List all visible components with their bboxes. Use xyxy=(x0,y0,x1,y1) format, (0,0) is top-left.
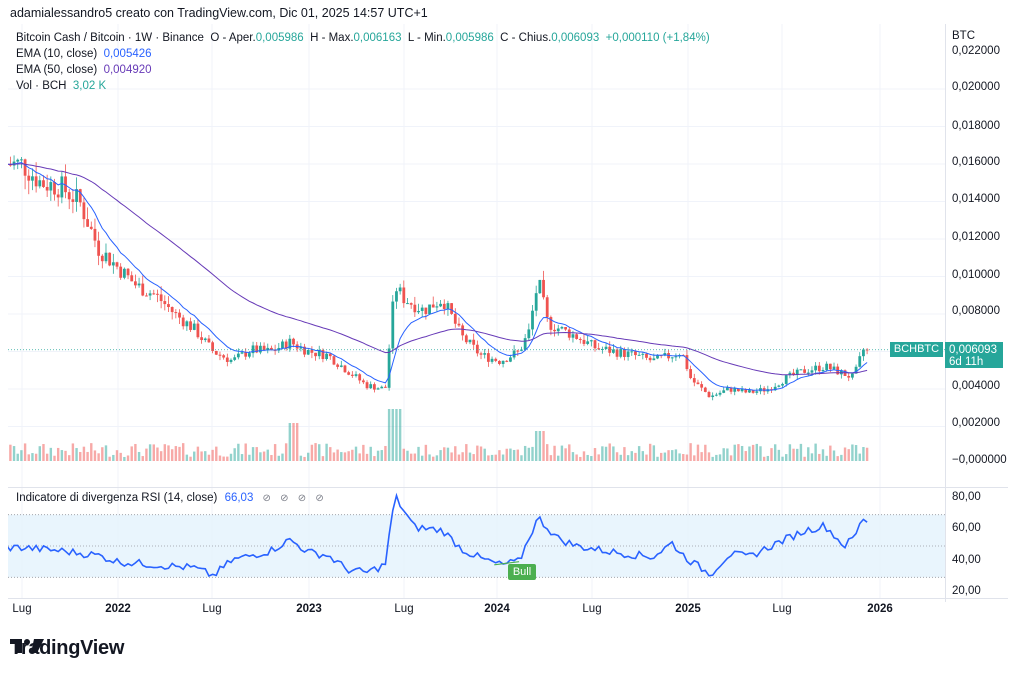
pane-divider[interactable] xyxy=(8,487,1008,488)
open-value: 0,005986 xyxy=(255,32,304,44)
chart-canvas[interactable] xyxy=(8,24,945,602)
price-axis-label: 0,018000 xyxy=(952,120,1000,132)
high-label: H - Max. xyxy=(310,32,354,44)
time-axis-label: Lug xyxy=(394,603,414,615)
price-axis-label: 0,004000 xyxy=(952,380,1000,392)
price-axis-label: 0,014000 xyxy=(952,193,1000,205)
low-value: 0,005986 xyxy=(445,32,494,44)
high-value: 0,006163 xyxy=(353,32,402,44)
open-label: O - Aper. xyxy=(210,32,256,44)
price-axis-label: −0,000000 xyxy=(952,454,1007,466)
low-label: L - Min. xyxy=(407,32,446,44)
time-axis-label: Lug xyxy=(202,603,222,615)
ema50-value: 0,004920 xyxy=(103,64,152,76)
rsi-label: Indicatore di divergenza RSI (14, close) xyxy=(16,492,218,504)
change-value: +0,000110 (+1,84%) xyxy=(605,32,710,44)
rsi-axis-label: 80,00 xyxy=(952,491,981,503)
price-axis-label: 0,002000 xyxy=(952,417,1000,429)
symbol-tag: BCHBTC xyxy=(890,342,943,357)
close-label: C - Chius. xyxy=(500,32,552,44)
bar-countdown: 6d 11h xyxy=(949,356,984,368)
ema50-row[interactable]: EMA (50, close) 0,004920 xyxy=(16,62,710,78)
time-axis-label: 2025 xyxy=(675,603,701,615)
ema10-row[interactable]: EMA (10, close) 0,005426 xyxy=(16,46,710,62)
tradingview-logo[interactable]: TradingView xyxy=(10,637,124,660)
rsi-na-icon: ⊘ xyxy=(262,493,271,504)
price-axis-label: 0,008000 xyxy=(952,305,1000,317)
ema10-value: 0,005426 xyxy=(103,48,152,60)
price-axis-label: 0,016000 xyxy=(952,156,1000,168)
price-chart[interactable] xyxy=(8,24,945,602)
price-axis-label: 0,020000 xyxy=(952,81,1000,93)
price-axis-label: 0,010000 xyxy=(952,269,1000,281)
tradingview-logo-icon xyxy=(10,639,44,653)
price-axis-unit[interactable]: BTC xyxy=(952,30,975,42)
main-legend: Bitcoin Cash / Bitcoin · 1W · Binance O … xyxy=(16,30,710,94)
ema10-label: EMA (10, close) xyxy=(16,48,98,60)
rsi-na-icon: ⊘ xyxy=(280,493,289,504)
symbol-title[interactable]: Bitcoin Cash / Bitcoin · 1W · Binance xyxy=(16,32,204,44)
volume-label: Vol · BCH xyxy=(16,80,67,92)
rsi-value: 66,03 xyxy=(224,492,254,504)
volume-row[interactable]: Vol · BCH 3,02 K xyxy=(16,78,710,94)
time-axis-label: 2026 xyxy=(867,603,893,615)
ema50-label: EMA (50, close) xyxy=(16,64,98,76)
rsi-axis-label: 60,00 xyxy=(952,522,981,534)
time-axis-label: Lug xyxy=(12,603,32,615)
price-axis-divider xyxy=(945,24,946,602)
rsi-axis-label: 40,00 xyxy=(952,554,981,566)
time-axis-label: 2024 xyxy=(484,603,510,615)
time-axis-label: Lug xyxy=(772,603,792,615)
time-axis-label: 2022 xyxy=(105,603,131,615)
attribution-text: adamialessandro5 creato con TradingView.… xyxy=(10,6,428,20)
current-price: 0,006093 xyxy=(949,344,997,356)
current-price-tag: 0,006093 6d 11h xyxy=(945,342,1003,368)
close-value: 0,006093 xyxy=(551,32,600,44)
ohlc-row: Bitcoin Cash / Bitcoin · 1W · Binance O … xyxy=(16,30,710,46)
volume-value: 3,02 K xyxy=(72,80,107,92)
rsi-axis-label: 20,00 xyxy=(952,585,981,597)
bull-divergence-label: Bull xyxy=(508,564,536,580)
rsi-na-icon: ⊘ xyxy=(297,493,307,504)
price-axis-label: 0,012000 xyxy=(952,231,1000,243)
rsi-na-icon: ⊘ xyxy=(315,493,324,504)
time-axis-label: Lug xyxy=(582,603,602,615)
time-axis-label: 2023 xyxy=(296,603,322,615)
price-axis-label: 0,022000 xyxy=(952,45,1000,57)
rsi-legend[interactable]: Indicatore di divergenza RSI (14, close)… xyxy=(16,492,324,504)
time-axis-divider xyxy=(8,598,1008,599)
